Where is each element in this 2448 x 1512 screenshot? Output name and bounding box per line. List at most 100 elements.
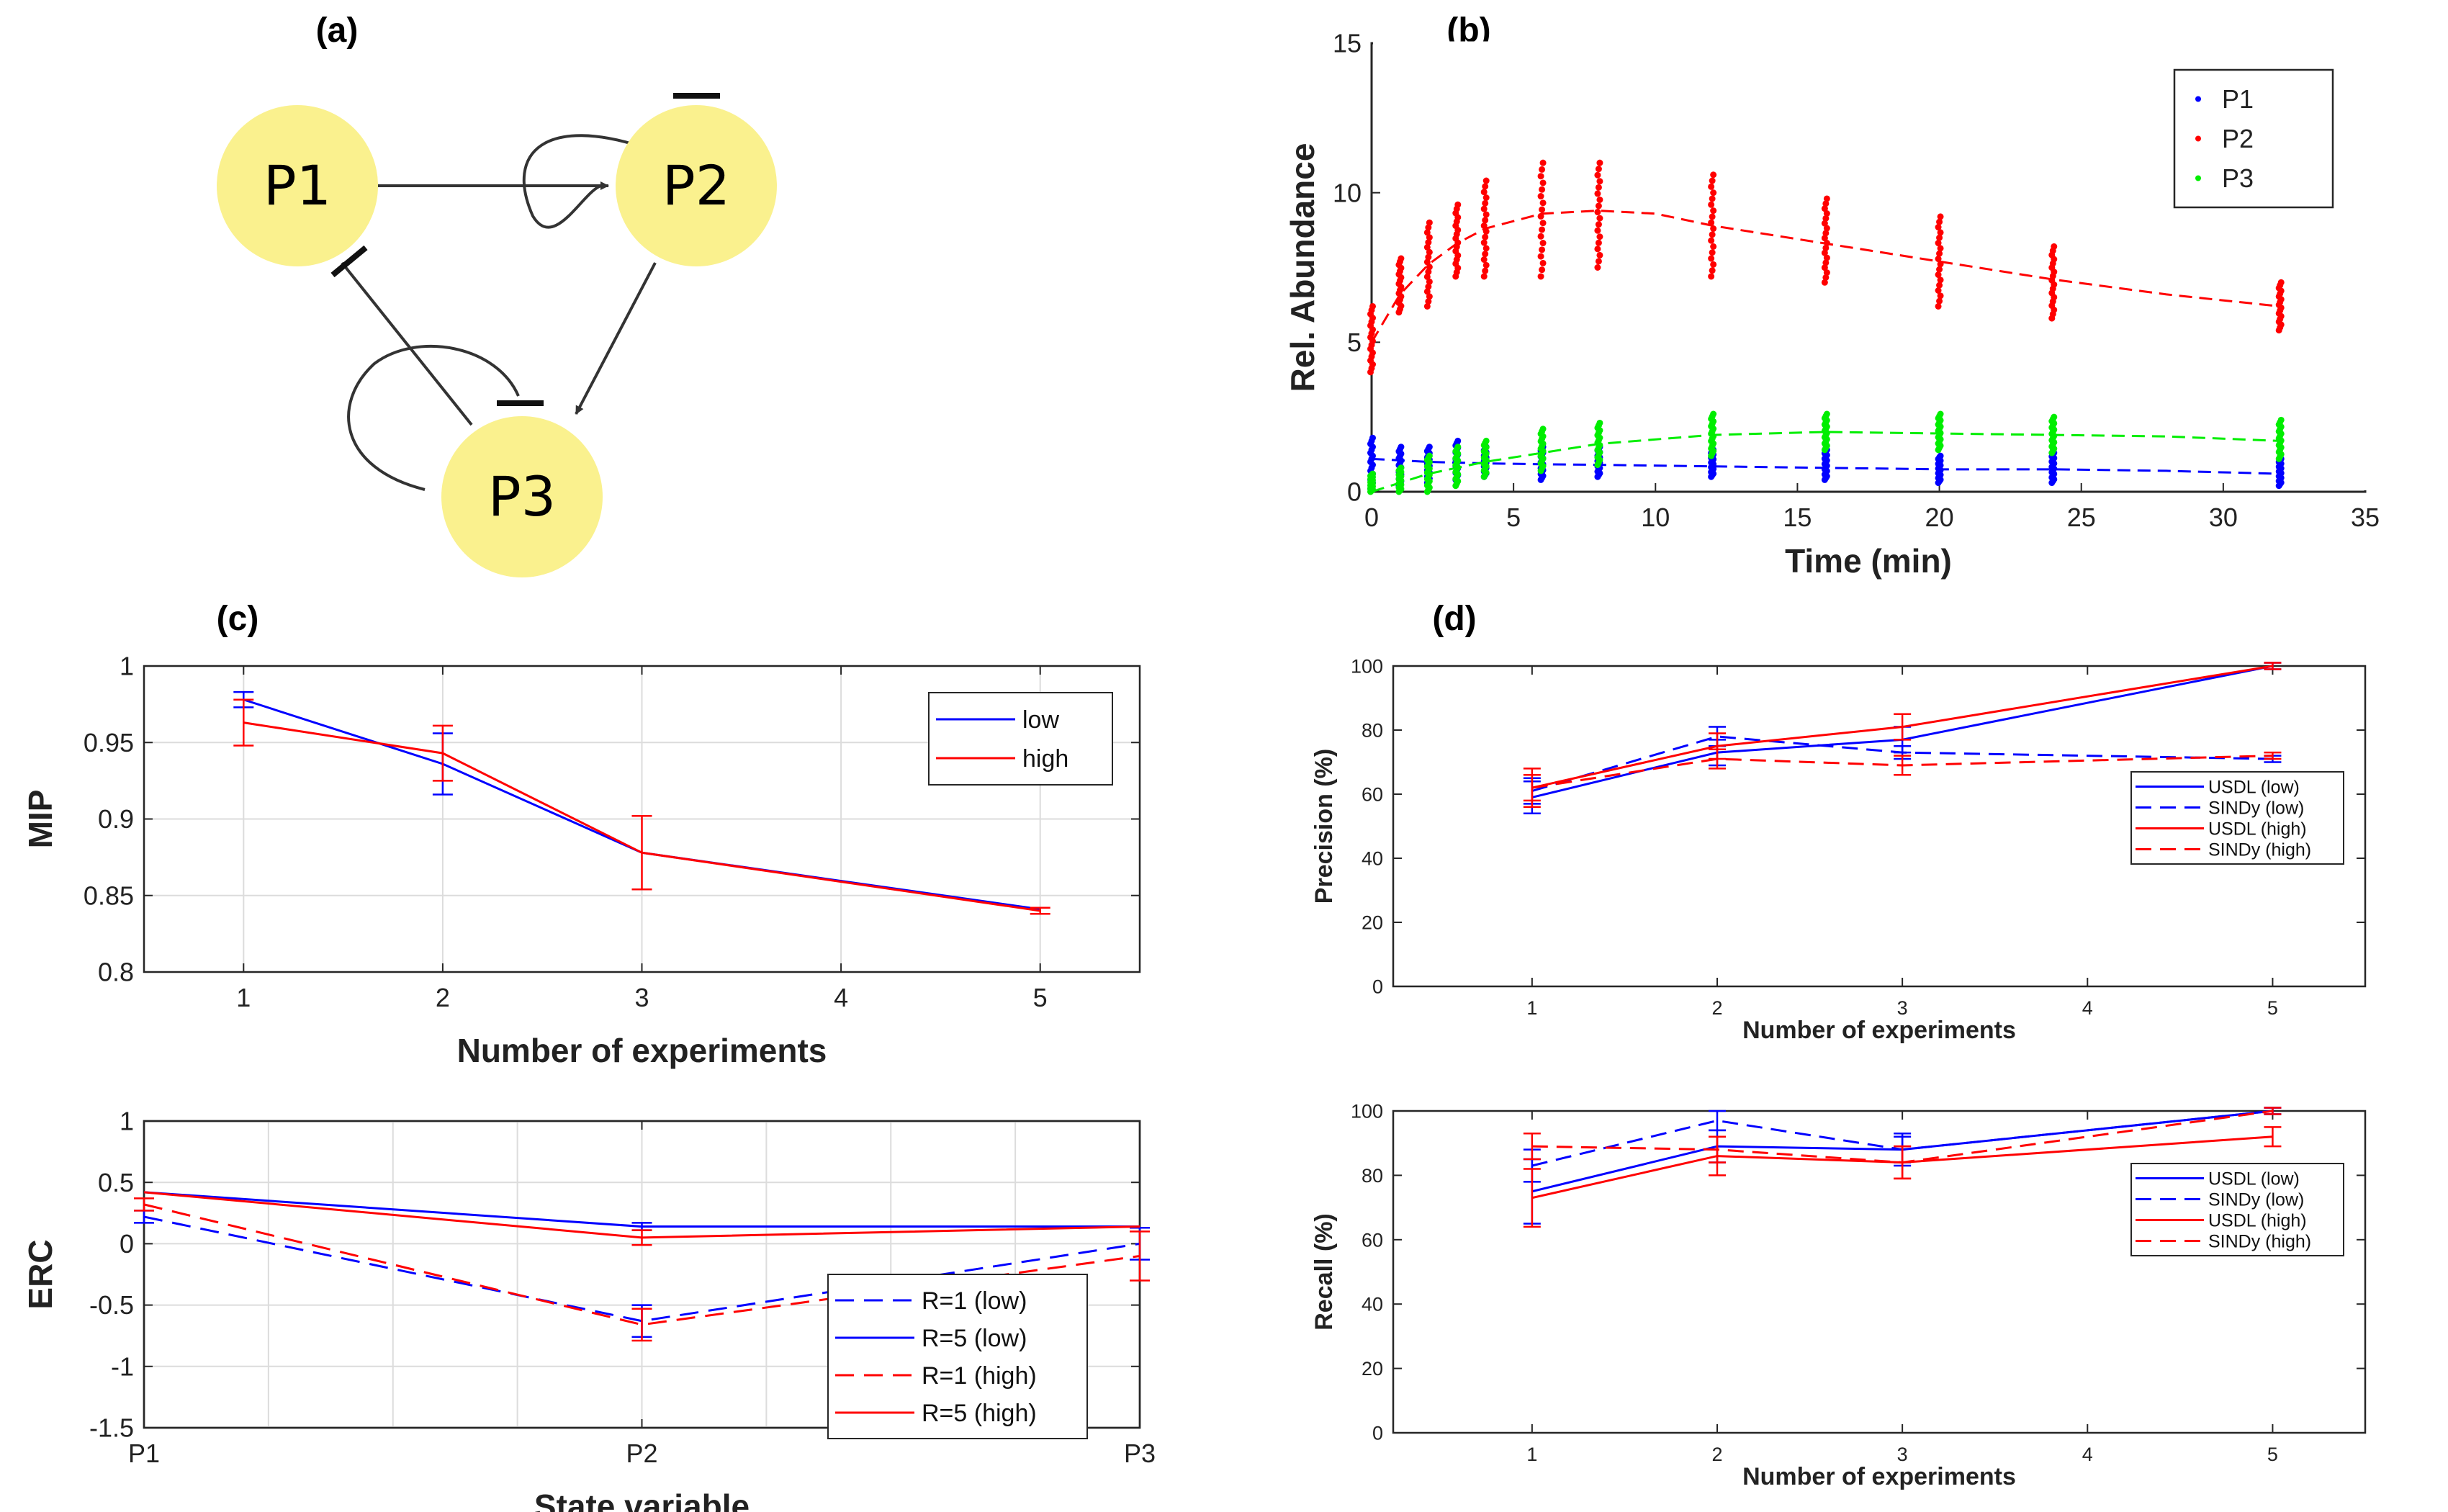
data-point	[1426, 452, 1433, 459]
y-tick-label: 0.85	[84, 881, 134, 910]
data-point	[1480, 256, 1488, 264]
data-point	[1398, 255, 1405, 262]
data-point	[1423, 273, 1431, 280]
data-point	[1482, 183, 1489, 190]
y-tick-label: 0	[1347, 477, 1362, 507]
data-point	[1937, 452, 1944, 459]
data-point	[1710, 261, 1717, 268]
node-p3: P3	[441, 416, 603, 577]
data-point	[1937, 292, 1944, 300]
data-point	[1482, 251, 1489, 258]
data-point	[1823, 254, 1830, 261]
edge-p2-self-inhibition	[522, 134, 645, 229]
x-tick-label: 0	[1364, 503, 1379, 532]
x-tick-label: 5	[1033, 983, 1048, 1012]
data-point	[1822, 259, 1830, 266]
series-line	[1531, 1110, 2273, 1164]
precision-chart: 0 20 40 60 80 100 1 2 3 4 5 Number of experiments Pr…	[1310, 655, 2367, 1044]
y-tick-label: 80	[1362, 719, 1383, 741]
data-point	[1480, 205, 1488, 212]
x-tick-label: P2	[626, 1439, 657, 1468]
data-point	[1710, 243, 1717, 250]
y-tick-label: 1	[120, 1107, 134, 1136]
data-point	[1709, 195, 1716, 202]
data-point	[1480, 189, 1488, 196]
x-tick-label: 20	[1925, 503, 1954, 532]
data-point	[1596, 215, 1603, 222]
data-point	[1482, 177, 1490, 184]
data-point	[1710, 207, 1717, 215]
data-point	[1423, 288, 1431, 295]
series-line	[1531, 1135, 2273, 1200]
data-point	[1822, 274, 1830, 281]
legend-label: SINDy (high)	[2208, 1231, 2311, 1251]
recall-chart: 0 20 40 60 80 100 1 2 3 4 5 Number of experiments Re…	[1310, 1100, 2367, 1490]
data-point	[1426, 293, 1433, 300]
data-point	[1710, 410, 1717, 418]
x-tick-label: 5	[2267, 997, 2278, 1019]
data-point	[2277, 416, 2285, 423]
y-tick-label: 40	[1362, 1294, 1383, 1315]
legend-label: R=1 (high)	[922, 1362, 1037, 1390]
data-point	[1425, 253, 1432, 261]
data-point	[1537, 173, 1544, 180]
data-point	[2277, 279, 2285, 286]
data-point	[1539, 186, 1546, 193]
data-point	[1539, 159, 1547, 166]
data-point	[1539, 240, 1547, 247]
y-axis-label: Precision (%)	[1310, 749, 1338, 904]
data-point	[1823, 195, 1830, 202]
y-tick-label: -0.5	[89, 1290, 134, 1320]
data-point	[1594, 171, 1601, 179]
data-point	[1454, 201, 1462, 208]
data-point	[1482, 199, 1489, 207]
data-point	[1708, 201, 1715, 208]
data-point	[1482, 437, 1490, 444]
data-point	[1539, 266, 1546, 274]
data-point	[1595, 221, 1602, 228]
data-point	[1423, 302, 1431, 310]
data-point	[1596, 178, 1603, 185]
data-point	[1936, 250, 1943, 257]
y-tick-label: 0.8	[98, 958, 134, 987]
data-point	[1539, 259, 1547, 266]
data-point	[1821, 235, 1828, 242]
mip-chart: 0.8 0.85 0.9 0.95 1 1 2 3 4 5 Number of experiment…	[22, 652, 1141, 1069]
data-point	[1398, 444, 1405, 451]
y-tick-label: 40	[1362, 847, 1383, 869]
time-course-chart: 0 5 10 15 0 5 10 15 20 25 30 35 Time (min) Rel. Abund…	[1284, 29, 2380, 580]
legend-marker	[2195, 175, 2201, 181]
y-axis-label: MIP	[22, 790, 59, 849]
data-point	[1539, 206, 1546, 213]
legend-label: P2	[2222, 124, 2254, 153]
data-point	[1595, 184, 1602, 191]
node-p2-label: P2	[662, 153, 730, 217]
series-line	[1531, 1110, 2273, 1167]
data-point	[1596, 196, 1603, 203]
x-tick-label: P1	[128, 1439, 160, 1468]
node-p1-label: P1	[264, 153, 331, 217]
data-point	[1709, 231, 1716, 238]
legend-box	[928, 692, 1113, 786]
y-tick-label: 0	[1372, 976, 1383, 997]
y-tick-label: -1.5	[89, 1413, 134, 1443]
y-tick-label: 20	[1362, 1358, 1383, 1380]
legend-label: R=1 (low)	[922, 1287, 1027, 1315]
data-point	[1537, 193, 1544, 200]
x-tick-label: P3	[1124, 1439, 1156, 1468]
x-tick-label: 5	[1506, 503, 1521, 532]
data-point	[1425, 239, 1432, 246]
data-point	[1709, 249, 1716, 256]
data-point	[1595, 202, 1602, 210]
data-point	[1937, 410, 1944, 418]
data-point	[1596, 251, 1603, 258]
data-point	[2051, 243, 2058, 250]
panel-label-c: (c)	[217, 600, 259, 638]
y-axis-label: ERC	[22, 1239, 59, 1309]
data-point	[1423, 229, 1431, 236]
data-point	[1935, 224, 1942, 231]
data-point	[1398, 464, 1405, 472]
x-tick-label: 30	[2209, 503, 2238, 532]
data-point	[1936, 266, 1943, 273]
